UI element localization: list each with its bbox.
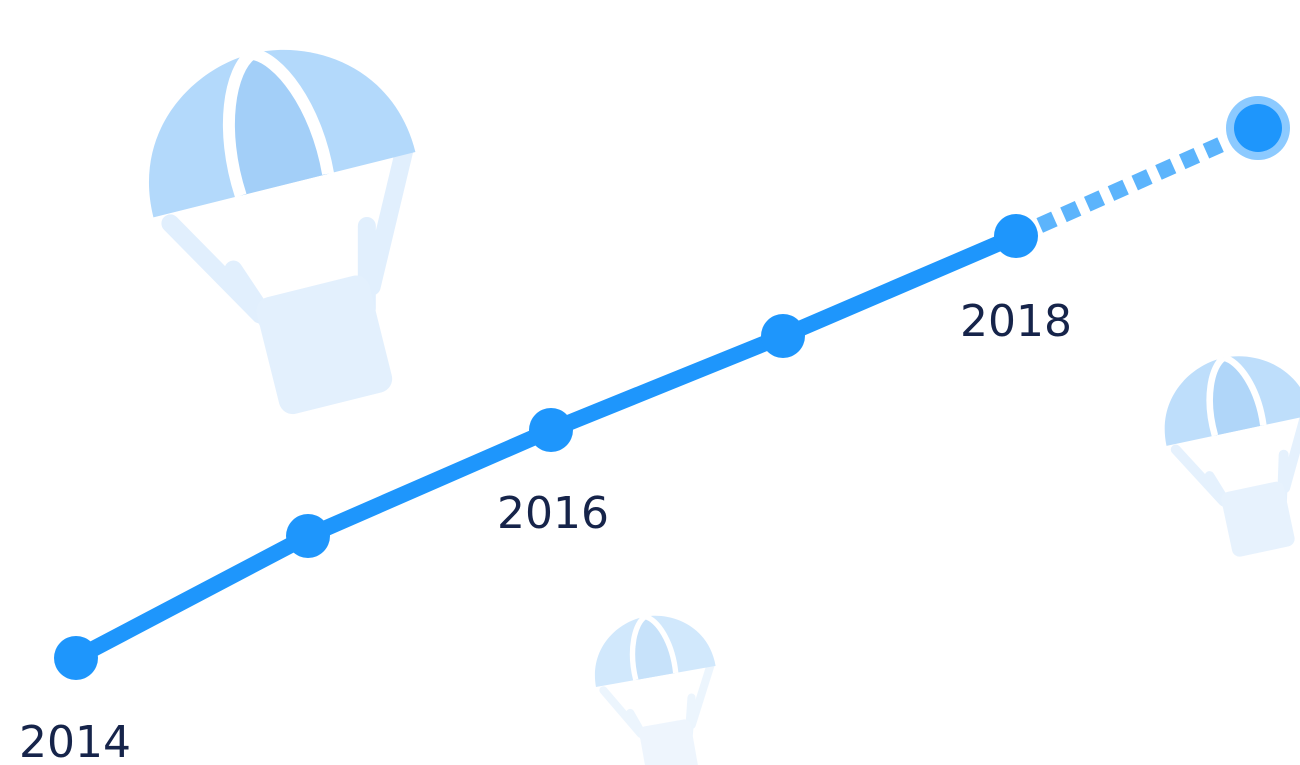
- parachute-small: [585, 606, 733, 765]
- parachute-large: [121, 21, 470, 436]
- dot: [529, 408, 573, 452]
- dot: [286, 514, 330, 558]
- timeline-illustration: 2014 2016 2018: [0, 0, 1300, 765]
- dot: [994, 214, 1038, 258]
- end-dot: [1234, 104, 1282, 152]
- year-label: 2018: [960, 296, 1072, 347]
- timeline-future: [1016, 128, 1258, 236]
- page: 2014 2016 2018 (() => { const data = JSO…: [0, 0, 1300, 765]
- year-label: 2014: [19, 717, 131, 765]
- year-label: 2016: [497, 488, 609, 539]
- parachute-right: [1151, 342, 1300, 567]
- dot: [54, 636, 98, 680]
- dot: [761, 314, 805, 358]
